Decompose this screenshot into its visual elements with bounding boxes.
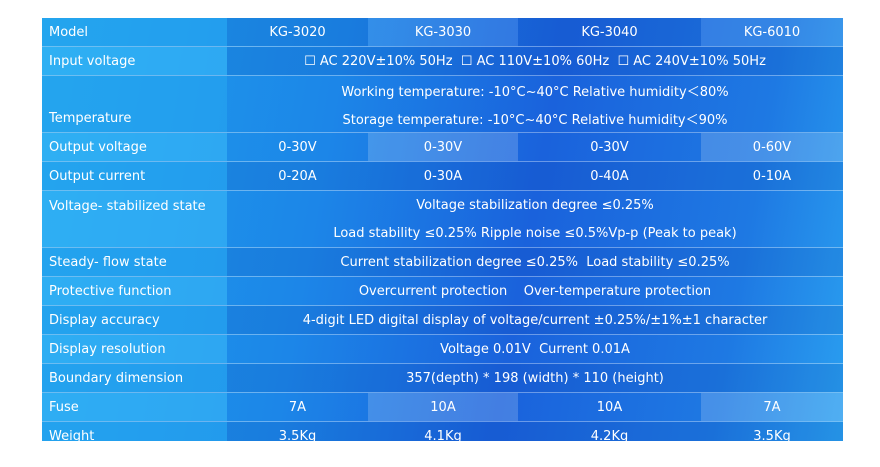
load-stability-ripple: Load stability ≤0.25% Ripple noise ≤0.5%… bbox=[227, 219, 843, 248]
row-temperature-2: Storage temperature: -10°C~40°C Relative… bbox=[42, 104, 843, 133]
row-label: Weight bbox=[42, 421, 227, 441]
weight-value: 4.2Kg bbox=[518, 421, 701, 441]
row-label: Display accuracy bbox=[42, 305, 227, 335]
row-voltage-stabilized-2: Load stability ≤0.25% Ripple noise ≤0.5%… bbox=[42, 219, 843, 248]
fuse-value: 7A bbox=[701, 392, 843, 422]
weight-value: 4.1Kg bbox=[368, 421, 518, 441]
row-label: Steady- flow state bbox=[42, 247, 227, 277]
row-protective: Protective function Overcurrent protecti… bbox=[42, 276, 843, 306]
weight-value: 3.5Kg bbox=[701, 421, 843, 441]
model-name: KG-3020 bbox=[227, 18, 368, 47]
model-name: KG-3030 bbox=[368, 18, 518, 47]
row-output-current: Output current 0-20A 0-30A 0-40A 0-10A bbox=[42, 161, 843, 191]
protective-value: Overcurrent protection Over-temperature … bbox=[227, 276, 843, 306]
row-input-voltage: Input voltage ☐ AC 220V±10% 50Hz ☐ AC 11… bbox=[42, 46, 843, 76]
row-voltage-stabilized-1: Voltage- stabilized state Voltage stabil… bbox=[42, 190, 843, 248]
row-fuse: Fuse 7A 10A 10A 7A bbox=[42, 392, 843, 422]
display-accuracy-value: 4-digit LED digital display of voltage/c… bbox=[227, 305, 843, 335]
spec-table: Model KG-3020 KG-3030 KG-3040 KG-6010 In… bbox=[42, 18, 843, 441]
row-display-resolution: Display resolution Voltage 0.01V Current… bbox=[42, 334, 843, 364]
steady-flow-value: Current stabilization degree ≤0.25% Load… bbox=[227, 247, 843, 277]
row-weight: Weight 3.5Kg 4.1Kg 4.2Kg 3.5Kg bbox=[42, 421, 843, 441]
row-output-voltage: Output voltage 0-30V 0-30V 0-30V 0-60V bbox=[42, 132, 843, 162]
row-label: Output current bbox=[42, 161, 227, 191]
row-label: Voltage- stabilized state bbox=[42, 190, 227, 248]
working-temperature: Working temperature: -10°C~40°C Relative… bbox=[341, 84, 729, 100]
row-label: Display resolution bbox=[42, 334, 227, 364]
row-label: Temperature bbox=[42, 75, 227, 133]
fuse-value: 7A bbox=[227, 392, 368, 422]
row-model: Model KG-3020 KG-3030 KG-3040 KG-6010 bbox=[42, 18, 843, 47]
output-current-value: 0-20A bbox=[227, 161, 368, 191]
output-voltage-value: 0-30V bbox=[227, 132, 368, 162]
storage-temperature: Storage temperature: -10°C~40°C Relative… bbox=[227, 104, 843, 133]
row-display-accuracy: Display accuracy 4-digit LED digital dis… bbox=[42, 305, 843, 335]
output-voltage-value: 0-30V bbox=[368, 132, 518, 162]
output-current-value: 0-40A bbox=[518, 161, 701, 191]
model-name: KG-3040 bbox=[518, 18, 701, 47]
boundary-value: 357(depth) * 198 (width) * 110 (height) bbox=[227, 363, 843, 393]
row-label: Fuse bbox=[42, 392, 227, 422]
row-temperature-1: Temperature Working temperature: -10°C~4… bbox=[42, 75, 843, 133]
row-steady-flow: Steady- flow state Current stabilization… bbox=[42, 247, 843, 277]
model-name: KG-6010 bbox=[701, 18, 843, 47]
row-boundary: Boundary dimension 357(depth) * 198 (wid… bbox=[42, 363, 843, 393]
weight-value: 3.5Kg bbox=[227, 421, 368, 441]
fuse-value: 10A bbox=[518, 392, 701, 422]
voltage-stabilization-degree: Voltage stabilization degree ≤0.25% bbox=[416, 197, 654, 213]
row-label: Model bbox=[42, 18, 227, 47]
spec-grid: Model KG-3020 KG-3030 KG-3040 KG-6010 In… bbox=[42, 18, 843, 441]
output-voltage-value: 0-60V bbox=[701, 132, 843, 162]
fuse-value: 10A bbox=[368, 392, 518, 422]
row-label: Output voltage bbox=[42, 132, 227, 162]
row-label: Protective function bbox=[42, 276, 227, 306]
display-resolution-value: Voltage 0.01V Current 0.01A bbox=[227, 334, 843, 364]
output-current-value: 0-30A bbox=[368, 161, 518, 191]
input-voltage-value: ☐ AC 220V±10% 50Hz ☐ AC 110V±10% 60Hz ☐ … bbox=[227, 46, 843, 76]
output-voltage-value: 0-30V bbox=[518, 132, 701, 162]
output-current-value: 0-10A bbox=[701, 161, 843, 191]
row-label: Boundary dimension bbox=[42, 363, 227, 393]
row-label: Input voltage bbox=[42, 46, 227, 76]
